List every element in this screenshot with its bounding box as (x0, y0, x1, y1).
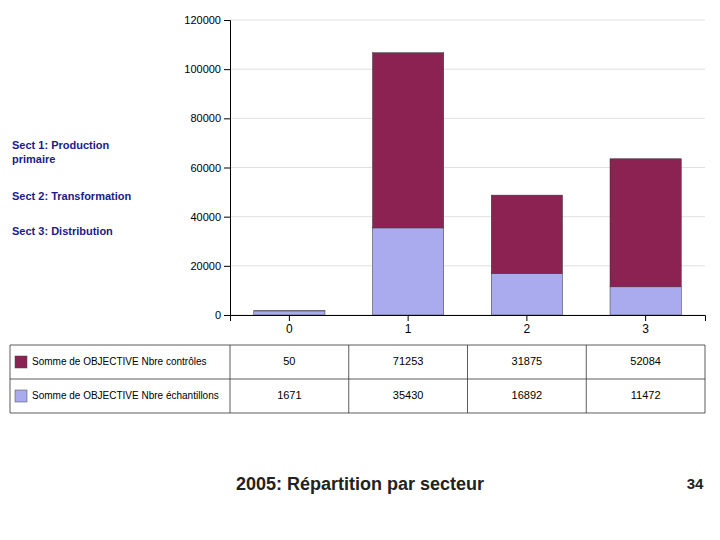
table-rule (586, 345, 587, 413)
table-rule (467, 345, 468, 413)
tick-mark (224, 69, 230, 70)
tick-mark (224, 315, 230, 316)
table-rule (230, 345, 231, 413)
tick-mark (526, 315, 527, 321)
tick-mark (289, 315, 290, 321)
annotation: Sect 2: Transformation (12, 190, 131, 202)
tick: 0 (215, 309, 230, 321)
y-axis: 0 20000 40000 60000 80000 100000 120000 (184, 14, 230, 321)
grid-line (230, 20, 705, 21)
bar (373, 53, 444, 228)
grid-line (230, 118, 705, 119)
x-axis: 0 1 2 3 (231, 315, 706, 336)
legend-swatch (15, 390, 27, 402)
table-rule (348, 345, 349, 413)
tick: 60000 (190, 162, 230, 174)
table-rule (10, 345, 705, 346)
tick-label: 40000 (190, 211, 221, 223)
grid (230, 20, 705, 315)
tick: 100000 (184, 63, 230, 75)
tick-label: 60000 (190, 162, 221, 174)
tick-mark (224, 266, 230, 267)
tick: 1 (405, 315, 412, 336)
tick: 20000 (190, 260, 230, 272)
bar (254, 310, 325, 311)
bar (491, 195, 562, 273)
tick: 120000 (184, 14, 230, 26)
bar (254, 311, 325, 315)
bar (610, 159, 681, 287)
tick-label: 0 (286, 322, 293, 336)
table: Somme de OBJECTIVE Nbre contrôles 50 71253… (10, 345, 705, 413)
tick-label: 3 (642, 322, 649, 336)
table-value: 50 (283, 355, 295, 367)
table-value: 11472 (631, 389, 661, 401)
tick-label: 0 (215, 309, 221, 321)
annotation: Sect 1: Productionprimaire (12, 139, 109, 165)
table-value: 35430 (393, 389, 424, 401)
table-rule (10, 345, 11, 413)
axis-line (231, 316, 706, 322)
axis-line (224, 21, 231, 316)
tick-label: 20000 (190, 260, 221, 272)
table-rule (10, 379, 705, 380)
bar (610, 287, 681, 315)
tick-label: 2 (524, 322, 531, 336)
tick-label: 80000 (190, 112, 221, 124)
tick-mark (224, 118, 230, 119)
table-value: 71253 (393, 355, 424, 367)
tick-mark (224, 20, 230, 21)
table-rule (10, 413, 705, 414)
tick-label: 120000 (184, 14, 221, 26)
table-rule (705, 345, 706, 413)
tick: 80000 (190, 112, 230, 124)
table-value: 1671 (277, 389, 301, 401)
legend-swatch (15, 356, 27, 368)
tick-mark (224, 168, 230, 169)
grid-line (230, 69, 705, 70)
annotation: 34 (687, 475, 704, 492)
sidebar: Sect 1: Productionprimaire Sect 2: Transf… (12, 139, 131, 238)
legend-entry: Somme de OBJECTIVE Nbre échantillons (32, 390, 219, 401)
plot: 0 20000 40000 60000 80000 100000 120000 0 1 2 3 (184, 14, 705, 336)
tick-mark (224, 217, 230, 218)
tick-mark (645, 315, 646, 321)
bar (373, 228, 444, 315)
table-value: 31875 (512, 355, 543, 367)
table-value: 16892 (512, 389, 543, 401)
table-value: 52084 (630, 355, 661, 367)
annotation: Sect 3: Distribution (12, 225, 113, 237)
tick: 3 (642, 315, 649, 336)
tick: 0 (286, 315, 293, 336)
tick-mark (408, 315, 409, 321)
tick-label: 100000 (184, 63, 221, 75)
tick-label: 1 (405, 322, 412, 336)
bar (491, 273, 562, 315)
tick: 2 (524, 315, 531, 336)
chart: 0 20000 40000 60000 80000 100000 120000 0 1 2 3 Sec… (0, 0, 720, 540)
bars (254, 53, 682, 315)
series (254, 53, 682, 311)
tick: 40000 (190, 211, 230, 223)
legend-entry: Somme de OBJECTIVE Nbre contrôles (32, 356, 207, 367)
title: 2005: Répartition par secteur (236, 474, 484, 494)
